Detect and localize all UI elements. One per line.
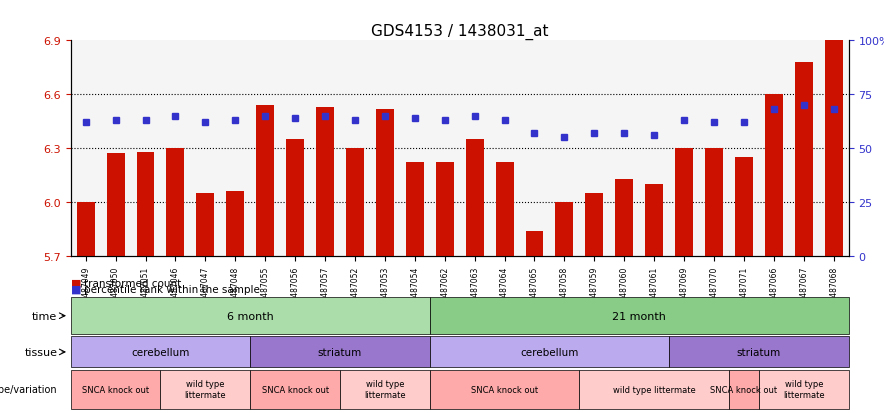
- Text: striatum: striatum: [318, 347, 362, 357]
- Text: tissue: tissue: [25, 347, 57, 357]
- Text: SNCA knock out: SNCA knock out: [471, 385, 538, 394]
- Bar: [166, 149, 185, 256]
- Bar: [406, 163, 423, 256]
- Text: wild type
littermate: wild type littermate: [364, 380, 406, 399]
- Bar: [496, 163, 514, 256]
- Bar: [825, 41, 842, 256]
- Bar: [466, 140, 484, 256]
- Bar: [256, 106, 274, 256]
- Bar: [107, 154, 125, 256]
- Text: genotype/variation: genotype/variation: [0, 384, 57, 394]
- Bar: [196, 193, 214, 256]
- Bar: [735, 158, 753, 256]
- Title: GDS4153 / 1438031_at: GDS4153 / 1438031_at: [371, 24, 548, 40]
- Bar: [346, 149, 364, 256]
- Text: wild type littermate: wild type littermate: [613, 385, 696, 394]
- Text: striatum: striatum: [736, 347, 781, 357]
- Bar: [286, 140, 304, 256]
- Bar: [615, 179, 633, 256]
- Text: SNCA knock out: SNCA knock out: [711, 385, 778, 394]
- Bar: [765, 95, 783, 256]
- Text: SNCA knock out: SNCA knock out: [82, 385, 149, 394]
- Text: SNCA knock out: SNCA knock out: [262, 385, 329, 394]
- Text: transformed count: transformed count: [84, 278, 181, 288]
- Text: 6 month: 6 month: [227, 311, 274, 321]
- Bar: [675, 149, 693, 256]
- Bar: [555, 202, 574, 256]
- Text: 21 month: 21 month: [613, 311, 667, 321]
- Text: percentile rank within the sample: percentile rank within the sample: [84, 284, 260, 294]
- Bar: [645, 185, 663, 256]
- Text: cerebellum: cerebellum: [132, 347, 190, 357]
- Bar: [585, 193, 603, 256]
- Text: ■: ■: [71, 284, 81, 294]
- Text: wild type
littermate: wild type littermate: [783, 380, 825, 399]
- Bar: [795, 63, 812, 256]
- Bar: [436, 163, 453, 256]
- Text: wild type
littermate: wild type littermate: [185, 380, 226, 399]
- Bar: [705, 149, 723, 256]
- Bar: [226, 192, 244, 256]
- Bar: [77, 202, 95, 256]
- Bar: [525, 231, 544, 256]
- Bar: [376, 109, 394, 256]
- Text: ■: ■: [71, 278, 81, 288]
- Text: cerebellum: cerebellum: [521, 347, 579, 357]
- Bar: [136, 152, 155, 256]
- Text: time: time: [32, 311, 57, 321]
- Bar: [316, 107, 334, 256]
